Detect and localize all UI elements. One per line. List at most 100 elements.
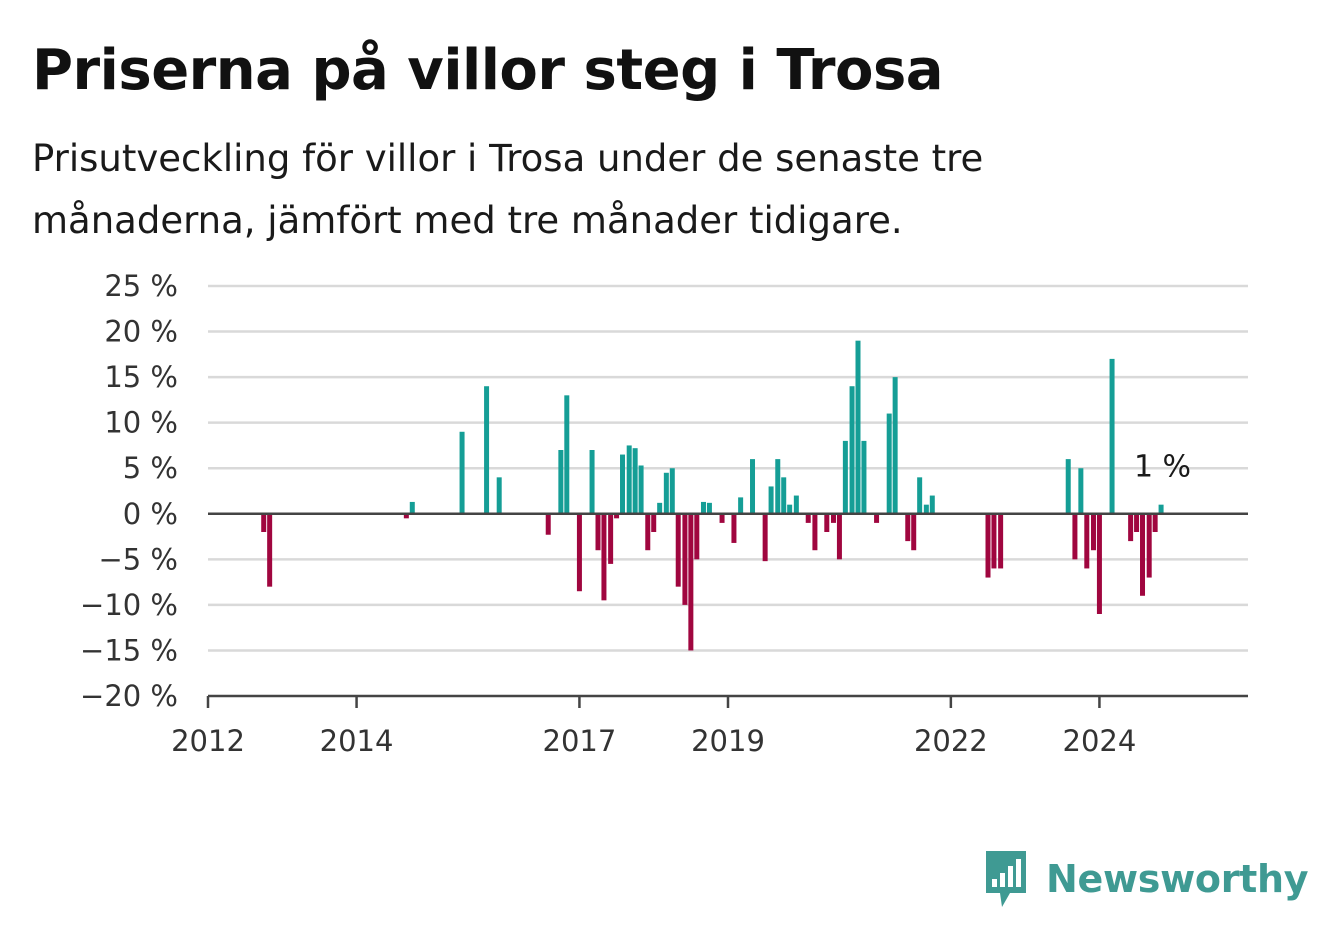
bar <box>787 504 793 514</box>
bar <box>675 513 681 587</box>
bar <box>1072 513 1078 560</box>
bar <box>409 501 415 514</box>
bar <box>267 513 273 587</box>
bars <box>261 340 1164 651</box>
y-axis-tick-labels: 25 % 20 % 15 % 10 % 5 % 0 % −5 % −10 % −15 % −20 … <box>80 269 178 713</box>
bar <box>1140 513 1146 596</box>
bar <box>484 386 490 514</box>
bar <box>1065 459 1071 514</box>
bar <box>663 472 669 514</box>
bar <box>614 513 620 519</box>
bar <box>626 445 632 514</box>
x-tick-label: 2019 <box>691 724 765 758</box>
bar <box>403 513 409 519</box>
x-tick-label: 2017 <box>543 724 617 758</box>
y-tick-label: −5 % <box>98 542 178 576</box>
bar <box>496 477 502 514</box>
brand-logo: Newsworthy <box>982 848 1309 910</box>
y-tick-label: 5 % <box>123 451 178 485</box>
bar <box>651 513 657 532</box>
bar <box>874 513 880 523</box>
bar <box>985 513 991 578</box>
bar <box>1146 513 1152 578</box>
bar <box>849 386 855 514</box>
bar <box>905 513 911 542</box>
x-tick-label: 2014 <box>320 724 394 758</box>
bar <box>706 502 712 514</box>
brand-name: Newsworthy <box>1046 857 1309 901</box>
y-tick-label: −20 % <box>80 679 178 713</box>
bar <box>564 395 570 514</box>
bar <box>1090 513 1096 551</box>
bar <box>638 465 644 514</box>
bar <box>1128 513 1134 542</box>
bar <box>750 459 756 514</box>
y-tick-label: −15 % <box>80 633 178 667</box>
bar <box>719 513 725 523</box>
bar <box>620 454 626 514</box>
annotations: 1 % <box>1134 450 1191 485</box>
bar <box>645 513 651 551</box>
bar <box>1134 513 1140 532</box>
bar <box>261 513 267 532</box>
chart-title: Priserna på villor steg i Trosa <box>32 38 944 103</box>
bar <box>929 495 935 514</box>
bar <box>576 513 582 592</box>
bar <box>682 513 688 605</box>
latest-value-label: 1 % <box>1134 450 1191 485</box>
bar <box>601 513 607 601</box>
bar <box>842 440 848 514</box>
bar <box>781 477 787 514</box>
bar <box>855 340 861 514</box>
bar <box>1109 358 1115 514</box>
y-tick-label: 15 % <box>104 360 178 394</box>
y-tick-label: 25 % <box>104 269 178 303</box>
bar <box>775 459 781 514</box>
bar <box>886 413 892 514</box>
bar <box>632 448 638 514</box>
bar <box>892 377 898 514</box>
bar <box>923 504 929 514</box>
bar-chart: 25 % 20 % 15 % 10 % 5 % 0 % −5 % −10 % −15 % −20 … <box>80 269 1248 758</box>
bar <box>911 513 917 551</box>
chart-subtitle: Prisutveckling för villor i Trosa under … <box>32 137 984 242</box>
bar <box>1084 513 1090 569</box>
bar <box>1096 513 1102 614</box>
bar <box>762 513 768 562</box>
x-tick-label: 2022 <box>914 724 988 758</box>
bar <box>793 495 799 514</box>
bar <box>558 450 564 514</box>
bar <box>1152 513 1158 532</box>
bar <box>917 477 923 514</box>
x-axis-ticks: 2012 2014 2017 2019 2022 2024 <box>171 696 1136 758</box>
y-tick-label: 20 % <box>104 315 178 349</box>
bar <box>768 486 774 514</box>
bar <box>688 513 694 651</box>
y-tick-label: −10 % <box>80 588 178 622</box>
x-tick-label: 2012 <box>171 724 245 758</box>
newsworthy-logo-icon <box>986 851 1026 907</box>
bar <box>1158 504 1164 514</box>
bar <box>998 513 1004 569</box>
y-tick-label: 0 % <box>123 497 178 531</box>
bar <box>812 513 818 551</box>
bar <box>694 513 700 560</box>
bar <box>700 501 706 514</box>
bar <box>805 513 811 523</box>
bar <box>589 450 595 514</box>
bar <box>991 513 997 569</box>
bar <box>824 513 830 532</box>
bar <box>669 468 675 514</box>
bar <box>731 513 737 543</box>
bar <box>545 513 551 535</box>
bar <box>830 513 836 523</box>
bar <box>459 431 465 514</box>
gridlines <box>208 284 1248 652</box>
bar <box>657 502 663 514</box>
bar <box>836 513 842 560</box>
bar <box>608 513 614 564</box>
bar <box>595 513 601 551</box>
bar <box>1078 468 1084 514</box>
y-tick-label: 10 % <box>104 406 178 440</box>
bar <box>861 440 867 514</box>
